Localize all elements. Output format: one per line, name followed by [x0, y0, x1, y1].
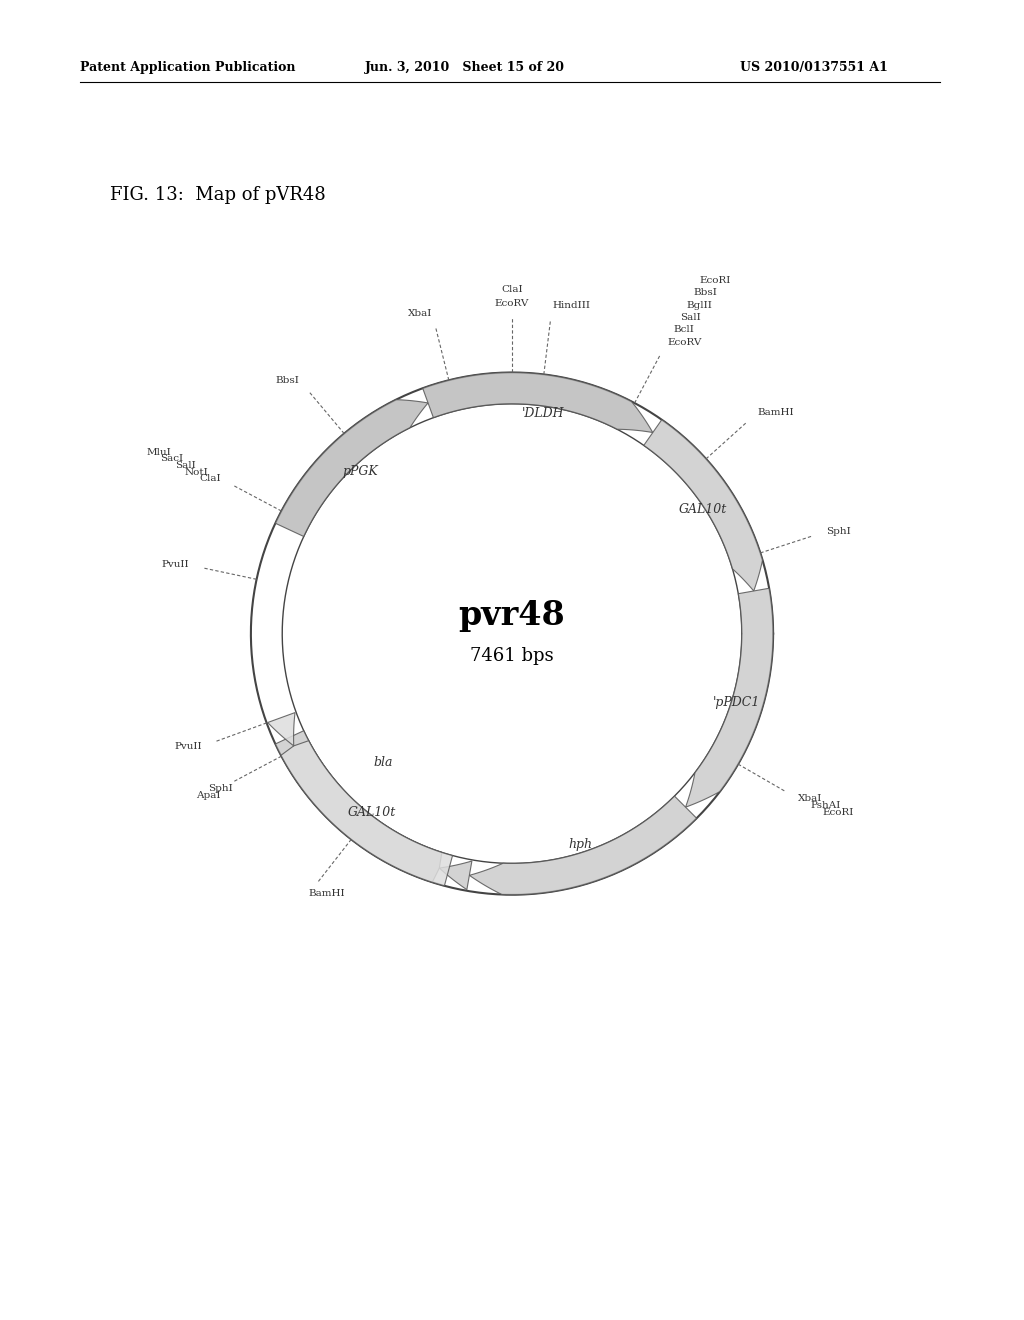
- Text: pPGK: pPGK: [343, 465, 379, 478]
- Text: 7461 bps: 7461 bps: [470, 647, 554, 664]
- Text: MluI: MluI: [146, 447, 171, 457]
- Text: ClaI: ClaI: [501, 285, 523, 294]
- Text: FIG. 13:  Map of pVR48: FIG. 13: Map of pVR48: [110, 186, 326, 205]
- Polygon shape: [644, 420, 763, 591]
- Polygon shape: [423, 372, 652, 433]
- Text: Jun. 3, 2010   Sheet 15 of 20: Jun. 3, 2010 Sheet 15 of 20: [365, 62, 565, 74]
- Text: 'pPDC1: 'pPDC1: [713, 696, 761, 709]
- Text: SalI: SalI: [680, 313, 700, 322]
- Text: GAL10t: GAL10t: [678, 503, 727, 516]
- Text: BamHI: BamHI: [309, 890, 345, 898]
- Text: PshAI: PshAI: [810, 801, 841, 810]
- Text: XbaI: XbaI: [798, 795, 822, 803]
- Text: GAL10t: GAL10t: [348, 807, 396, 820]
- Text: Patent Application Publication: Patent Application Publication: [80, 62, 296, 74]
- Text: PvuII: PvuII: [162, 561, 189, 569]
- Polygon shape: [469, 796, 696, 895]
- Text: BclI: BclI: [674, 325, 694, 334]
- Text: ApaI: ApaI: [196, 791, 220, 800]
- Text: XbaI: XbaI: [408, 309, 432, 318]
- Text: BbsI: BbsI: [275, 376, 300, 385]
- Text: PvuII: PvuII: [174, 742, 202, 751]
- Text: BbsI: BbsI: [693, 288, 717, 297]
- Text: ClaI: ClaI: [199, 474, 220, 483]
- Text: EcoRI: EcoRI: [699, 276, 731, 285]
- Text: SalI: SalI: [175, 461, 196, 470]
- Text: BglII: BglII: [687, 301, 713, 309]
- Polygon shape: [275, 731, 472, 890]
- Text: hph: hph: [568, 838, 593, 851]
- Text: bla: bla: [373, 756, 392, 770]
- Polygon shape: [275, 400, 428, 536]
- Text: EcoRI: EcoRI: [822, 808, 854, 817]
- Text: HindIII: HindIII: [552, 301, 590, 310]
- Text: US 2010/0137551 A1: US 2010/0137551 A1: [740, 62, 888, 74]
- Text: EcoRV: EcoRV: [667, 338, 701, 347]
- Text: NotI: NotI: [184, 467, 208, 477]
- Text: BamHI: BamHI: [758, 408, 794, 417]
- Text: EcoRV: EcoRV: [495, 300, 529, 308]
- Text: 'DLDH: 'DLDH: [521, 408, 564, 420]
- Text: SacI: SacI: [161, 454, 183, 463]
- Text: pvr48: pvr48: [459, 599, 565, 632]
- Polygon shape: [685, 589, 773, 807]
- Text: SphI: SphI: [826, 527, 851, 536]
- Text: SphI: SphI: [208, 784, 232, 793]
- Polygon shape: [267, 713, 453, 886]
